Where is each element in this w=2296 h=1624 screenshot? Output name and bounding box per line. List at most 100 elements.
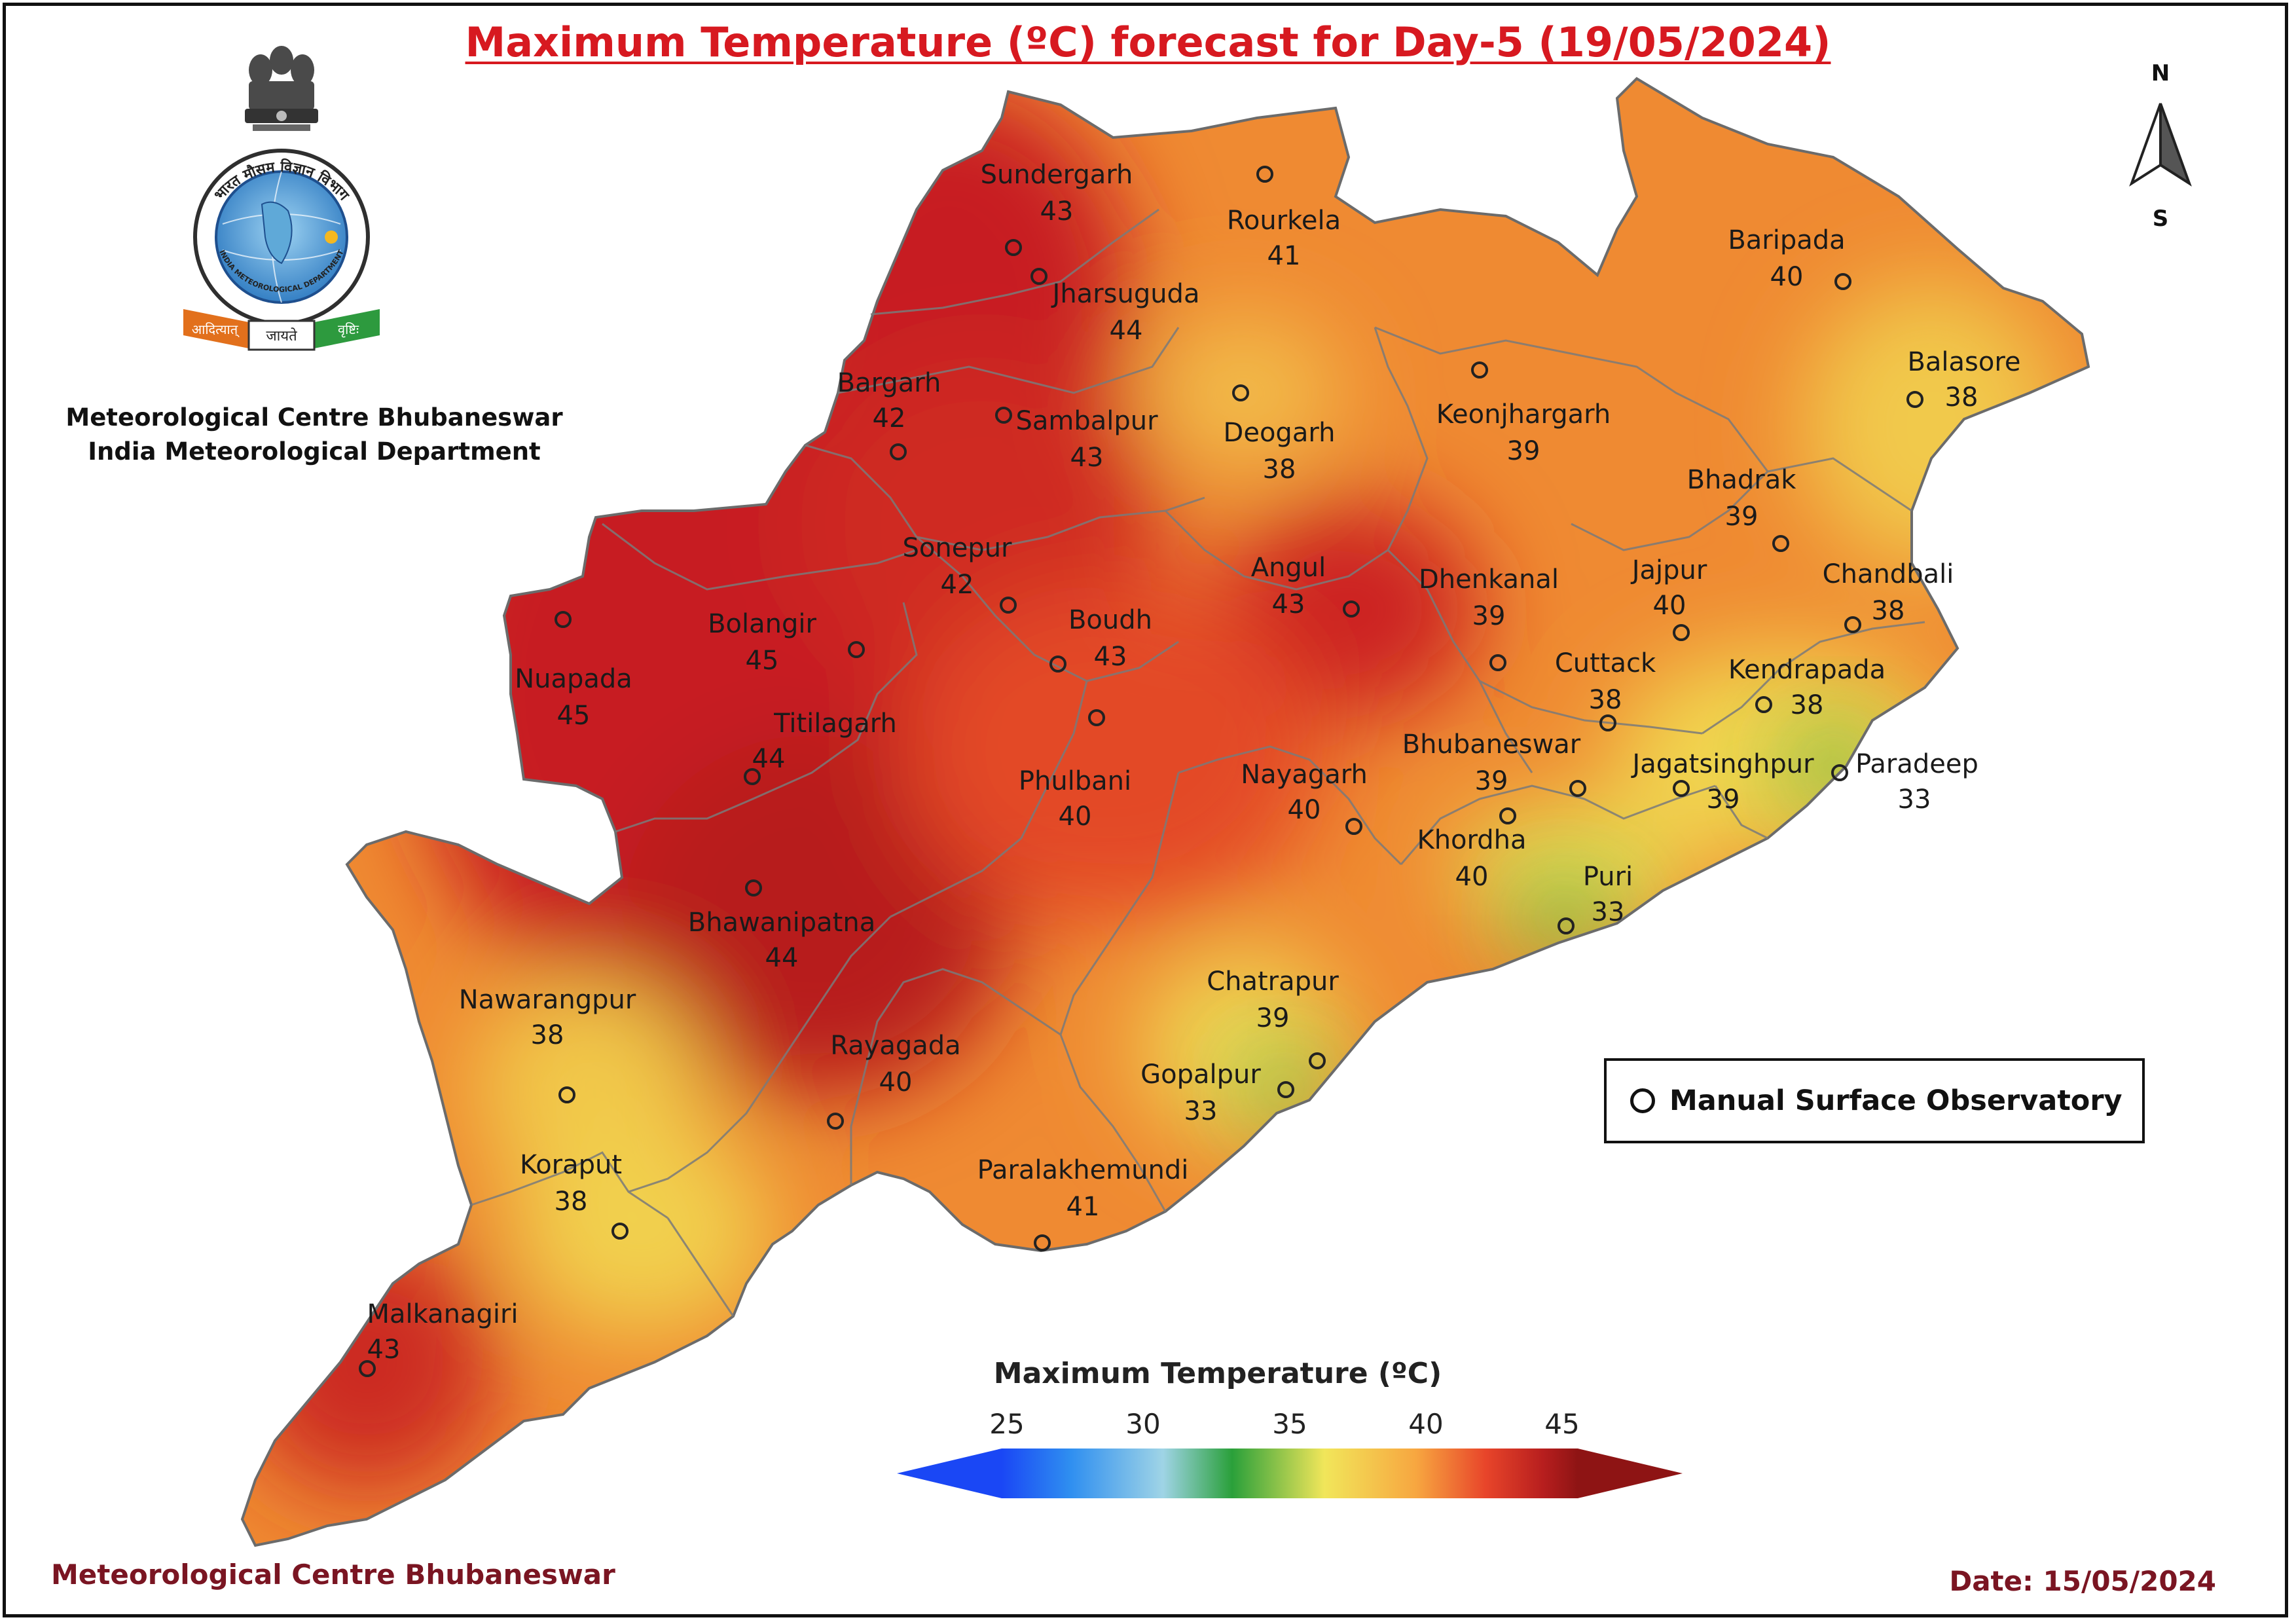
station-marker bbox=[1034, 1234, 1051, 1251]
colorbar-title: Maximum Temperature (ºC) bbox=[993, 1357, 1442, 1390]
station-temp: 40 bbox=[1653, 591, 1686, 621]
station-marker bbox=[827, 1113, 844, 1130]
ribbon-left-text: आदित्यात् bbox=[192, 322, 240, 338]
station-name: Nuapada bbox=[515, 664, 632, 694]
station-name: Bhawanipatna bbox=[688, 908, 875, 938]
observatory-legend-label: Manual Surface Observatory bbox=[1669, 1084, 2123, 1117]
map-title: Maximum Temperature (ºC) forecast for Da… bbox=[465, 18, 1831, 66]
station-temp: 39 bbox=[1475, 766, 1508, 796]
station-temp: 40 bbox=[879, 1067, 913, 1098]
station-marker bbox=[1673, 780, 1690, 797]
station-name: Titilagarh bbox=[773, 709, 897, 739]
station-name: Baripada bbox=[1728, 225, 1845, 255]
station-marker bbox=[1599, 714, 1616, 731]
station-marker bbox=[1471, 361, 1488, 378]
colorbar bbox=[897, 1449, 1683, 1498]
station-temp: 44 bbox=[1110, 316, 1143, 346]
station-name: Sonepur bbox=[902, 533, 1012, 563]
station-marker bbox=[744, 768, 761, 785]
colorbar-low-arrow bbox=[897, 1449, 1002, 1498]
station-name: Rourkela bbox=[1227, 206, 1341, 236]
station-marker bbox=[1673, 624, 1690, 641]
station-temp: 39 bbox=[1725, 502, 1758, 532]
footer-date: Date: 15/05/2024 bbox=[1949, 1565, 2216, 1597]
station-temp: 33 bbox=[1898, 784, 1931, 815]
station-name: Sambalpur bbox=[1015, 406, 1158, 436]
station-name: Paralakhemundi bbox=[977, 1155, 1189, 1185]
station-marker bbox=[1088, 709, 1105, 726]
station-temp: 39 bbox=[1707, 784, 1740, 815]
station-marker bbox=[890, 443, 907, 460]
station-temp: 40 bbox=[1455, 862, 1489, 892]
station-temp: 39 bbox=[1507, 436, 1540, 466]
station-temp: 38 bbox=[531, 1020, 564, 1050]
station-marker bbox=[1755, 696, 1772, 713]
ribbon-right-text: वृष्टिः bbox=[338, 322, 359, 338]
station-marker bbox=[558, 1086, 575, 1103]
station-temp: 40 bbox=[1059, 802, 1092, 832]
station-marker bbox=[1256, 166, 1273, 183]
station-marker bbox=[1309, 1052, 1326, 1069]
district-boundaries bbox=[471, 208, 1925, 1317]
station-temp: 40 bbox=[1288, 795, 1321, 825]
colorbar-tick: 25 bbox=[989, 1408, 1025, 1440]
colorbar-tick: 30 bbox=[1125, 1408, 1161, 1440]
station-marker bbox=[1569, 780, 1586, 797]
map-frame bbox=[3, 3, 2288, 1617]
station-name: Kendrapada bbox=[1728, 655, 1886, 685]
station-marker bbox=[1844, 616, 1861, 633]
station-temp: 39 bbox=[1256, 1003, 1290, 1033]
station-name: Jagatsinghpur bbox=[1630, 749, 1814, 779]
station-name: Angul bbox=[1251, 553, 1326, 583]
station-name: Boudh bbox=[1068, 605, 1152, 635]
colorbar-tick: 40 bbox=[1408, 1408, 1444, 1440]
station-marker bbox=[1030, 268, 1048, 285]
station-markers bbox=[359, 166, 1923, 1377]
station-marker bbox=[1558, 917, 1575, 934]
station-temp: 38 bbox=[1263, 454, 1296, 485]
imd-logo: भारत मौसम विज्ञान विभाग INDIA METEOROLOG… bbox=[183, 46, 380, 351]
observatory-circle-icon bbox=[1630, 1088, 1655, 1113]
station-marker bbox=[1232, 384, 1249, 401]
colorbar-tick: 35 bbox=[1272, 1408, 1307, 1440]
station-name: Phulbani bbox=[1019, 766, 1131, 796]
station-temp: 43 bbox=[1272, 589, 1305, 619]
station-name: Gopalpur bbox=[1140, 1060, 1261, 1090]
ashoka-emblem-icon bbox=[245, 46, 318, 131]
station-temp: 39 bbox=[1472, 601, 1506, 631]
station-marker bbox=[1277, 1081, 1294, 1098]
station-marker bbox=[359, 1360, 376, 1377]
station-name: Chatrapur bbox=[1207, 967, 1339, 997]
station-temp: 41 bbox=[1066, 1192, 1100, 1222]
station-temp: 42 bbox=[941, 570, 974, 600]
footer-organization: Meteorological Centre Bhubaneswar bbox=[51, 1559, 615, 1591]
station-marker bbox=[1343, 600, 1360, 618]
station-temp: 43 bbox=[367, 1335, 401, 1365]
station-marker bbox=[745, 879, 762, 896]
station-name: Paradeep bbox=[1855, 749, 1978, 779]
station-name: Bhubaneswar bbox=[1402, 729, 1581, 760]
sun-icon bbox=[325, 231, 338, 244]
station-name: Puri bbox=[1583, 862, 1633, 892]
station-temp: 38 bbox=[1945, 382, 1978, 413]
station-name: Bargarh bbox=[837, 368, 941, 398]
station-marker bbox=[1772, 535, 1789, 552]
station-temp: 44 bbox=[752, 744, 786, 774]
station-marker bbox=[1000, 597, 1017, 614]
north-arrow-icon bbox=[2129, 103, 2192, 187]
station-temp: 45 bbox=[557, 701, 591, 731]
station-temp: 41 bbox=[1267, 241, 1301, 271]
organization-line-2: India Meteorological Department bbox=[88, 437, 541, 466]
station-name: Jharsuguda bbox=[1051, 279, 1200, 309]
ribbon-right-icon bbox=[314, 309, 380, 348]
station-temp: 43 bbox=[1070, 443, 1104, 473]
organization-block: Meteorological Centre Bhubaneswar India … bbox=[39, 401, 589, 469]
station-name: Jajpur bbox=[1630, 555, 1707, 585]
station-temp: 38 bbox=[1791, 690, 1824, 720]
compass-south-label: S bbox=[2152, 206, 2169, 232]
ribbon-left-icon bbox=[183, 309, 249, 348]
station-labels: Sundergarh 43 Rourkela 41 Jharsuguda 44 … bbox=[367, 160, 2020, 1365]
ribbon-center-text: जायते bbox=[266, 327, 297, 344]
organization-line-1: Meteorological Centre Bhubaneswar bbox=[65, 403, 563, 432]
station-marker bbox=[1831, 764, 1848, 781]
